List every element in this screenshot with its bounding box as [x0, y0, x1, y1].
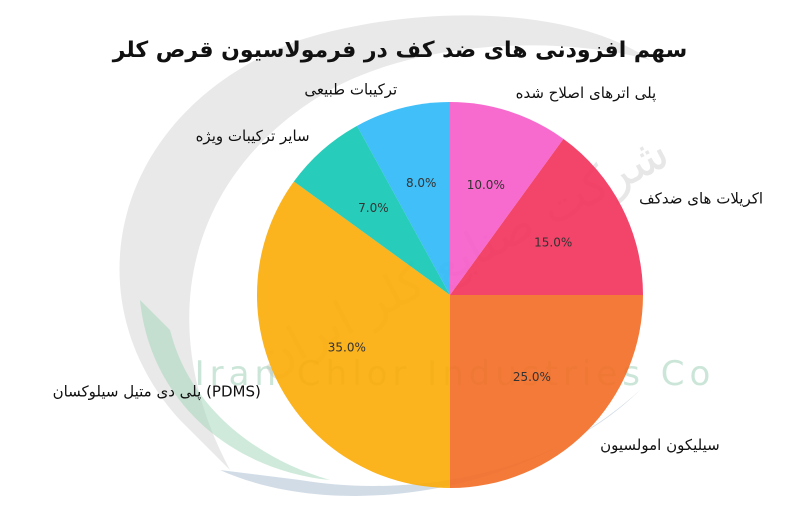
- pie-slice-3: [450, 295, 643, 488]
- pie-percent-label-5: 7.0%: [358, 201, 389, 215]
- pie-category-labels: پلی اترهای اصلاح شده اکریلات های ضدکف سیلی…: [53, 80, 763, 454]
- pie-percent-labels: 10.0% 15.0% 25.0% 35.0% 7.0% 8.0%: [328, 176, 572, 384]
- pie-category-label-3: سیلیکون امولسیون: [600, 436, 720, 454]
- pie-category-label-1: پلی اترهای اصلاح شده: [516, 84, 657, 103]
- pie-percent-label-3: 25.0%: [513, 370, 551, 384]
- watermark-swoosh-gray: [119, 15, 650, 471]
- pie-percent-label-4: 35.0%: [328, 341, 366, 355]
- pie-slice-4: [256, 181, 450, 489]
- pie-category-label-5: سایر ترکیبات ویژه: [196, 127, 310, 145]
- pie-percent-label-1: 10.0%: [467, 178, 505, 192]
- chart-title: سهم افزودنی های ضد کف در فرمولاسیون قرص …: [112, 38, 688, 63]
- pie-slice-6: [357, 102, 450, 295]
- pie-category-label-6: ترکیبات طبیعی: [304, 80, 397, 98]
- watermark-swoosh-green: [140, 300, 330, 480]
- pie-percent-label-2: 15.0%: [534, 235, 572, 249]
- pie-slice-1: [450, 102, 564, 295]
- pie-slice-5: [293, 125, 450, 296]
- pie-slice-2: [450, 138, 643, 295]
- pie-percent-label-6: 8.0%: [406, 176, 437, 190]
- pie-slices: [256, 102, 643, 489]
- pie-category-label-4: پلی دی متیل سیلوکسان (PDMS): [53, 382, 261, 401]
- pie-category-label-2: اکریلات های ضدکف: [639, 190, 763, 208]
